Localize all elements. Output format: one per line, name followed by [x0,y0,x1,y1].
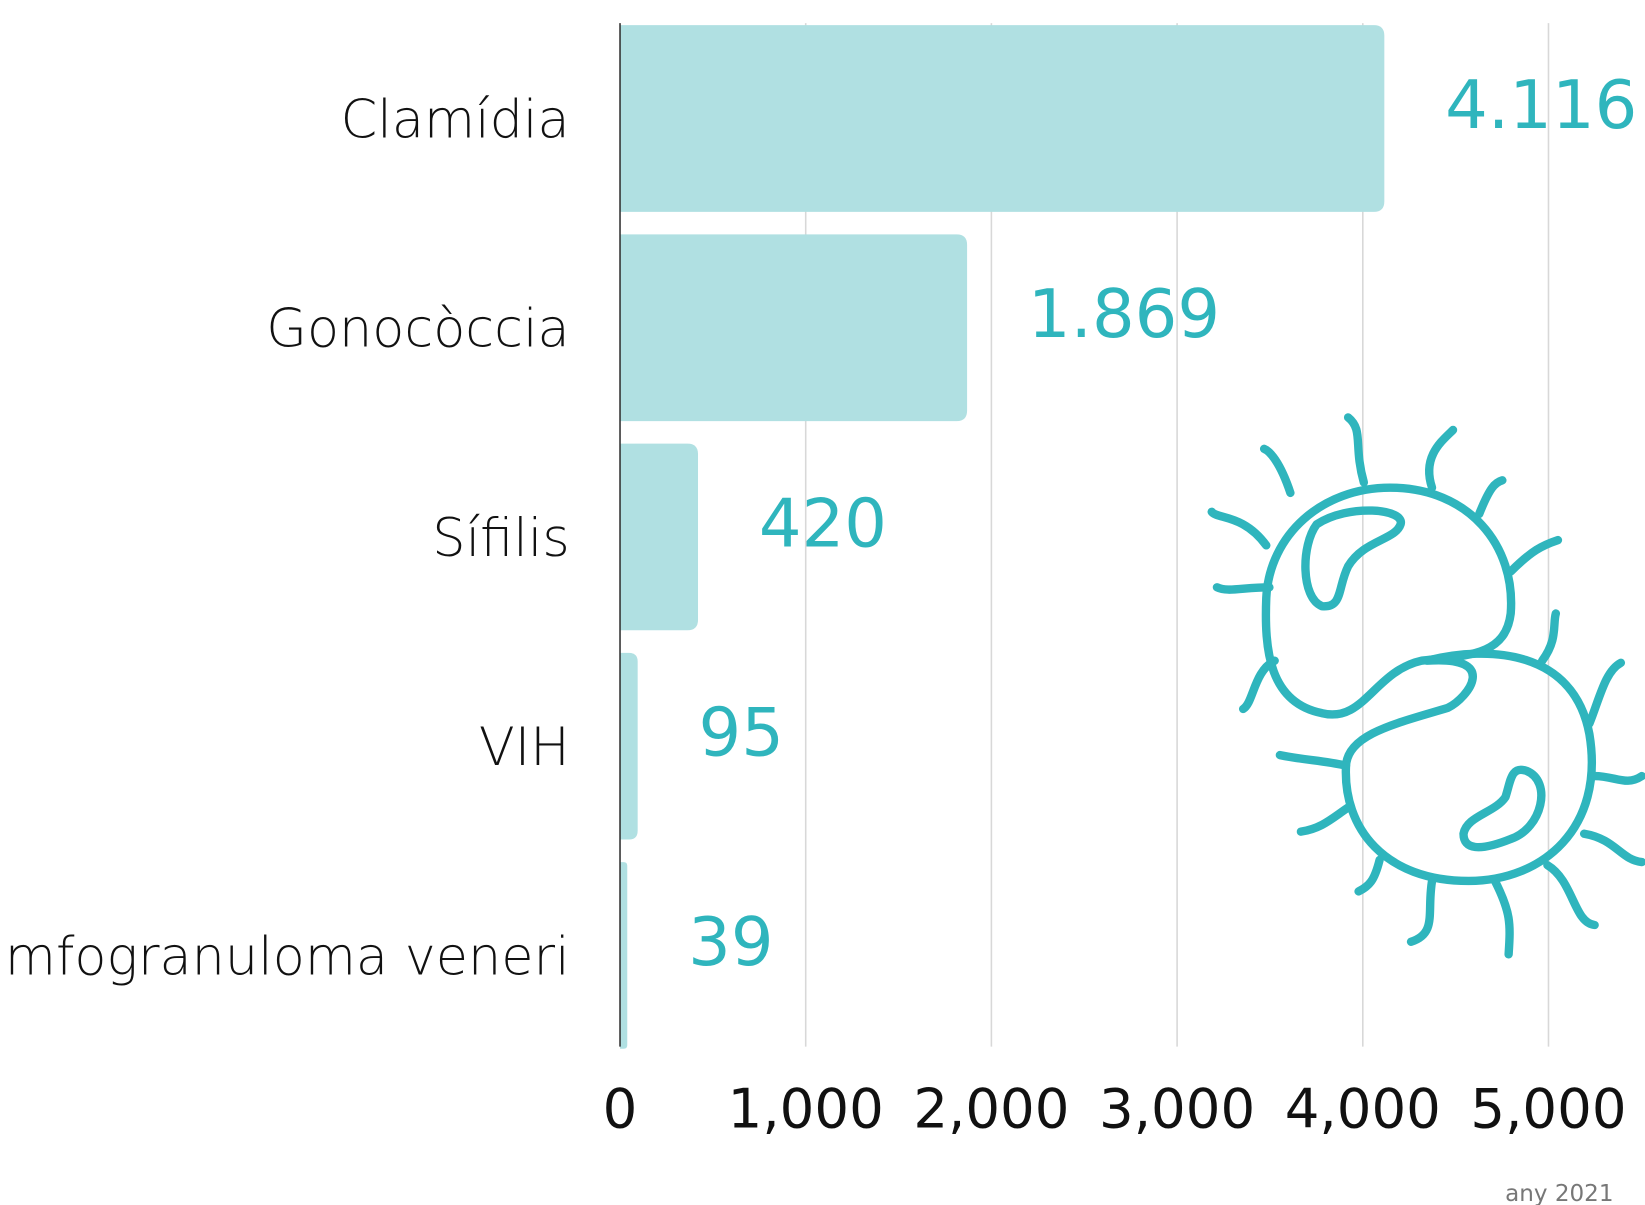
x-tick-label: 3,000 [1099,1076,1255,1140]
category-label: VIH [479,717,570,778]
value-label: 420 [759,484,887,562]
bar [620,653,638,840]
category-label: Gonocòccia [266,299,569,360]
category-label: Sífilis [432,508,569,569]
bar [620,234,967,421]
x-tick-label: 5,000 [1470,1076,1626,1140]
chart: 0 1,000 2,000 3,000 4,000 5,000 4.116 Clamídia 1… [0,0,1645,1205]
value-label: 4.116 [1445,66,1637,144]
note: any 2021 [1505,1181,1613,1205]
value-label: 1.869 [1028,275,1220,353]
bar [620,444,698,631]
bar [620,25,1384,212]
value-label: 39 [688,903,773,981]
bar [620,862,627,1049]
x-tick-label: 1,000 [728,1076,884,1140]
bacteria-icon [1212,417,1642,954]
x-tick-label: 4,000 [1285,1076,1441,1140]
x-tick-label: 2,000 [913,1076,1069,1140]
value-label: 95 [699,694,784,772]
x-tick-label: 0 [603,1076,638,1140]
page: {"chart_data": {"type": "bar", "orientat… [0,0,1645,1205]
category-label: Limfogranuloma veneri [0,926,570,987]
category-label: Clamídia [341,89,570,150]
